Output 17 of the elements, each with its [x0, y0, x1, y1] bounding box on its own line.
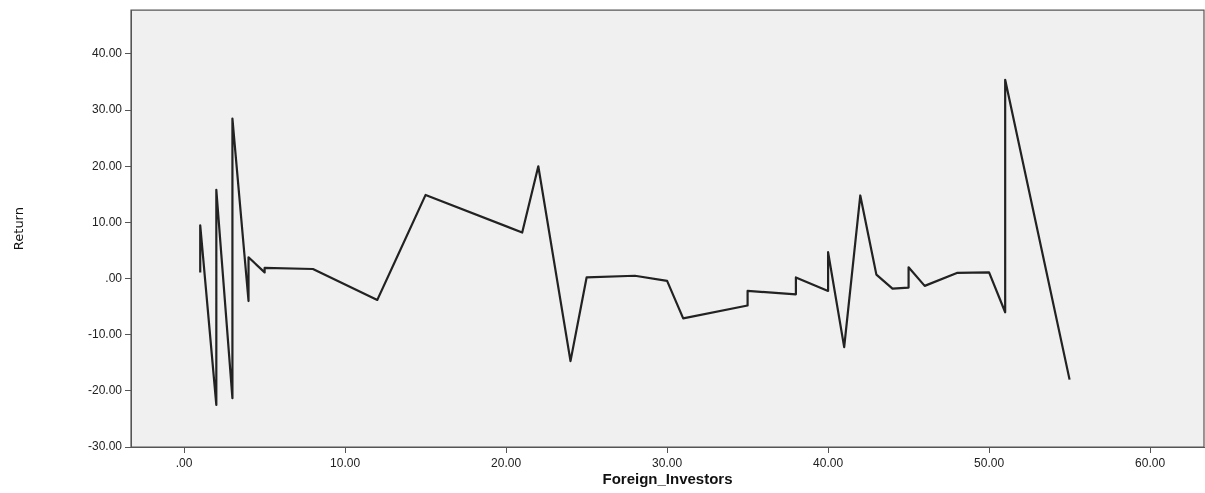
- x-tick-label: 60.00: [1135, 455, 1166, 470]
- x-tick-label: .00: [175, 455, 193, 470]
- y-tick-label: .00: [105, 270, 123, 285]
- y-tick-label: 40.00: [91, 46, 123, 61]
- y-tick-label: -20.00: [87, 383, 123, 398]
- y-tick-label: 20.00: [91, 158, 123, 173]
- y-tick-label: 10.00: [91, 214, 123, 229]
- x-tick-label: 10.00: [330, 455, 361, 470]
- x-tick-label: 50.00: [974, 455, 1005, 470]
- x-axis-title: Foreign_Investors: [602, 470, 733, 488]
- y-tick-label: 30.00: [91, 102, 123, 117]
- x-tick-label: 20.00: [491, 455, 522, 470]
- y-tick-label: -10.00: [87, 327, 123, 342]
- x-tick-label: 40.00: [813, 455, 844, 470]
- y-axis-title: Return: [11, 207, 27, 251]
- y-tick-label: -30.00: [87, 439, 123, 454]
- x-tick-label: 30.00: [652, 455, 683, 470]
